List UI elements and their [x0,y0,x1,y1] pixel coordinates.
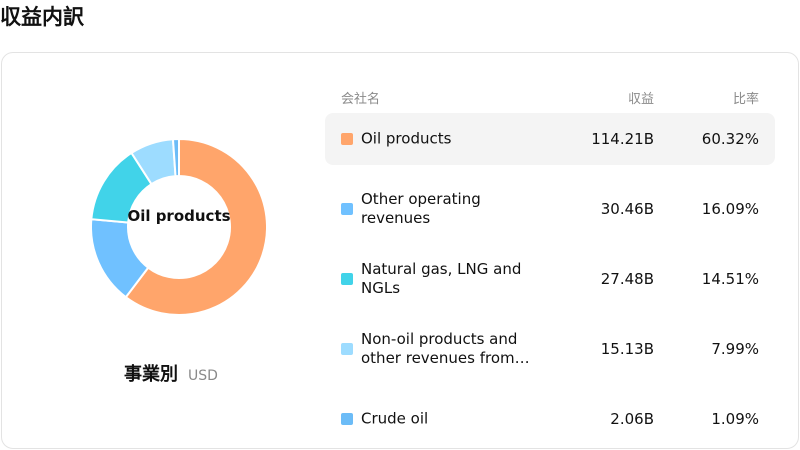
column-header-ratio: 比率 [732,92,759,107]
row-ratio: 16.09% [701,200,759,218]
legend-swatch [341,273,353,285]
revenue-table: 会社名 収益 比率 Oil products 114.21B 60.32% Ot… [325,80,775,450]
table-row[interactable]: Natural gas, LNG and NGLs 27.48B 14.51% [325,253,775,305]
donut-chart[interactable]: Oil products [92,136,266,318]
legend-swatch [341,203,353,215]
table-row[interactable]: Crude oil 2.06B 1.09% [325,393,775,445]
table-row[interactable]: Non-oil products and other revenues from… [325,323,775,375]
row-ratio: 7.99% [711,340,759,358]
row-revenue: 114.21B [591,130,654,148]
row-revenue: 30.46B [600,200,654,218]
legend-swatch [341,343,353,355]
legend-swatch [341,133,353,145]
donut-caption-title: 事業別 [124,364,178,385]
row-ratio: 14.51% [701,270,759,288]
column-header-revenue: 収益 [627,92,654,107]
row-revenue: 27.48B [600,270,654,288]
donut-slice-2[interactable] [92,218,150,299]
donut-center-label: Oil products [127,207,231,225]
donut-caption: 事業別 USD [124,360,218,386]
table-header: 会社名 収益 比率 [325,80,775,113]
row-name: Crude oil [361,409,429,428]
row-name: Non-oil products and other revenues from… [361,330,530,367]
row-name: Other operating revenues [361,190,481,227]
table-row[interactable]: Oil products 114.21B 60.32% [325,113,775,165]
donut-slice-1[interactable] [124,137,266,316]
donut-chart-svg [92,137,266,316]
row-revenue: 15.13B [600,340,654,358]
row-name: Natural gas, LNG and NGLs [361,260,522,297]
column-header-company: 会社名 [341,92,381,107]
donut-caption-unit: USD [188,368,218,384]
row-ratio: 60.32% [701,130,759,148]
page-title: 収益内訳 [0,5,84,29]
row-revenue: 2.06B [610,410,654,428]
table-row[interactable]: Other operating revenues 30.46B 16.09% [325,183,775,235]
donut-slice-5[interactable] [171,137,180,178]
row-ratio: 1.09% [711,410,759,428]
row-name: Oil products [361,129,452,148]
legend-swatch [341,413,353,425]
